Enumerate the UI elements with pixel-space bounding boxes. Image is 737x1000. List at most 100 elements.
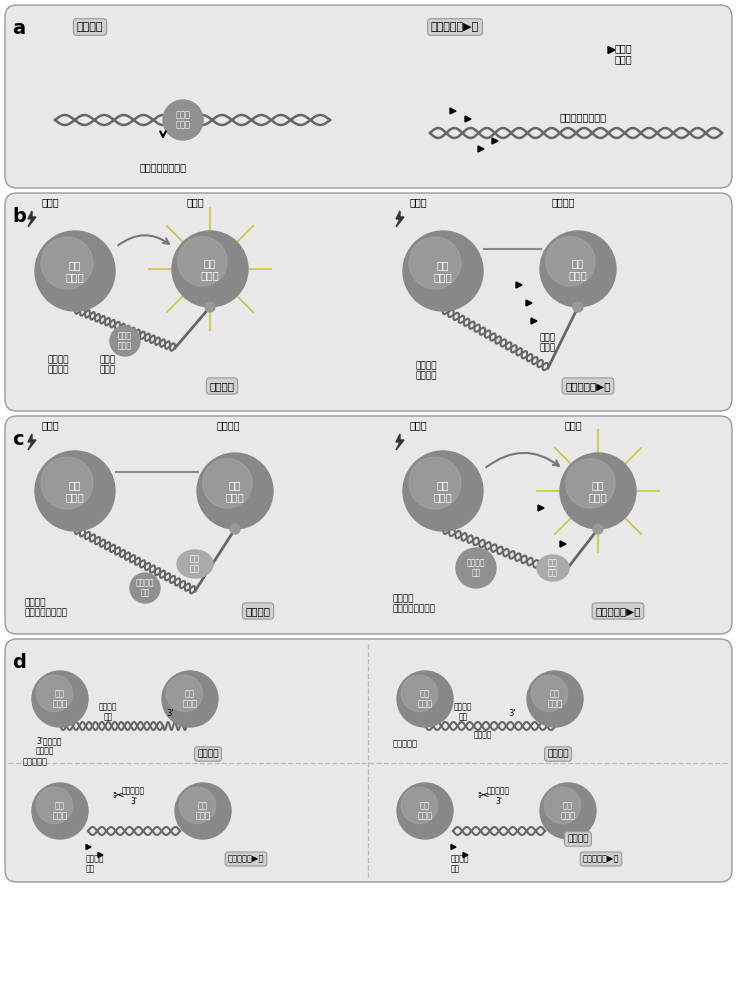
Ellipse shape: [177, 550, 213, 578]
Circle shape: [527, 671, 583, 727]
Polygon shape: [465, 116, 471, 122]
Text: 别构转
录因子: 别构转 录因子: [100, 355, 116, 374]
Circle shape: [175, 783, 231, 839]
Text: 第二
蛋白: 第二 蛋白: [548, 558, 558, 578]
Circle shape: [130, 573, 160, 603]
Circle shape: [540, 783, 596, 839]
Text: 核酸外切酶: 核酸外切酶: [122, 786, 144, 795]
Polygon shape: [451, 844, 456, 850]
Polygon shape: [516, 282, 522, 288]
Text: 供体
化合物: 供体 化合物: [52, 689, 68, 709]
FancyBboxPatch shape: [5, 416, 732, 634]
Text: 转录因子作用位点: 转录因子作用位点: [560, 112, 607, 122]
Polygon shape: [28, 434, 36, 450]
Text: 3': 3': [166, 710, 174, 718]
Text: 受体
化合物: 受体 化合物: [200, 258, 220, 280]
Circle shape: [573, 302, 583, 312]
Text: 无小分子: 无小分子: [209, 381, 234, 391]
Polygon shape: [526, 300, 532, 306]
Circle shape: [32, 783, 88, 839]
Text: 别构转录
因子: 别构转录 因子: [454, 702, 472, 721]
Circle shape: [409, 457, 461, 509]
Polygon shape: [531, 318, 537, 324]
Circle shape: [560, 453, 636, 529]
Polygon shape: [608, 46, 615, 53]
Polygon shape: [396, 211, 404, 227]
Circle shape: [531, 675, 567, 712]
Circle shape: [203, 459, 252, 508]
Text: 别构转
录因子: 别构转 录因子: [615, 43, 632, 65]
Text: c: c: [12, 430, 24, 449]
Text: 供体
化合物: 供体 化合物: [433, 480, 453, 502]
Text: d: d: [12, 653, 26, 672]
Text: 有小分子（▶）: 有小分子（▶）: [583, 854, 619, 863]
Text: 供体
化合物: 供体 化合物: [52, 801, 68, 821]
Polygon shape: [98, 852, 103, 857]
Text: 激发光: 激发光: [42, 197, 60, 207]
Text: 别构转录
因子: 别构转录 因子: [136, 578, 154, 598]
Text: 转录因子
作用位点: 转录因子 作用位点: [48, 355, 69, 374]
Circle shape: [456, 548, 496, 588]
Text: 无小分子: 无小分子: [245, 606, 270, 616]
Text: 别构转录
因子: 别构转录 因子: [86, 854, 105, 873]
Text: 核酸内切酶: 核酸内切酶: [393, 739, 418, 748]
Circle shape: [403, 231, 483, 311]
Text: 别构转
录因子: 别构转 录因子: [118, 331, 132, 351]
Text: 酉切位点: 酉切位点: [474, 730, 492, 739]
Text: 3'转录因子
作用位点: 3'转录因子 作用位点: [36, 736, 61, 755]
Text: 无发射光: 无发射光: [551, 197, 575, 207]
Text: 有小分子（▶）: 有小分子（▶）: [595, 606, 640, 616]
Text: ✂: ✂: [477, 789, 489, 803]
Text: 受体
化合物: 受体 化合物: [569, 258, 587, 280]
Circle shape: [36, 787, 73, 824]
Text: 激发光: 激发光: [410, 197, 427, 207]
Text: 别构转录
因子: 别构转录 因子: [467, 558, 485, 578]
Circle shape: [205, 302, 215, 312]
Text: 受体
化合物: 受体 化合物: [548, 689, 562, 709]
Text: 供体
化合物: 供体 化合物: [66, 260, 84, 282]
Circle shape: [401, 675, 438, 712]
Text: 供体
化合物: 供体 化合物: [433, 260, 453, 282]
Text: 受体
化合物: 受体 化合物: [226, 480, 245, 502]
Circle shape: [566, 459, 615, 508]
Circle shape: [172, 231, 248, 307]
Text: 有小分子（▶）: 有小分子（▶）: [228, 854, 265, 863]
Text: 发射光: 发射光: [186, 197, 204, 207]
Circle shape: [593, 524, 603, 534]
Text: 别构转录
因子: 别构转录 因子: [99, 702, 117, 721]
Text: b: b: [12, 207, 26, 226]
Circle shape: [36, 675, 73, 712]
Text: 别构转
录因子: 别构转 录因子: [540, 333, 556, 352]
Polygon shape: [560, 541, 566, 547]
Text: 别构转
录因子: 别构转 录因子: [175, 110, 190, 130]
Polygon shape: [28, 211, 36, 227]
Text: 3': 3': [495, 797, 502, 806]
Text: 受体
化合物: 受体 化合物: [561, 801, 576, 821]
Text: 受体
化合物: 受体 化合物: [195, 801, 211, 821]
Text: 有小分子（▶）: 有小分子（▶）: [431, 22, 479, 32]
Text: 发射光: 发射光: [565, 420, 581, 430]
Circle shape: [397, 783, 453, 839]
Text: 3': 3': [130, 797, 137, 806]
Text: 供体
化合物: 供体 化合物: [417, 801, 433, 821]
Circle shape: [163, 100, 203, 140]
FancyBboxPatch shape: [5, 5, 732, 188]
Text: a: a: [12, 19, 25, 38]
Circle shape: [167, 675, 203, 712]
FancyBboxPatch shape: [5, 639, 732, 882]
Text: 激发光: 激发光: [410, 420, 427, 430]
Circle shape: [197, 453, 273, 529]
Text: 转录因子作用位点: 转录因子作用位点: [139, 162, 186, 172]
Ellipse shape: [537, 555, 569, 581]
Text: 供体
化合物: 供体 化合物: [66, 480, 84, 502]
Circle shape: [403, 451, 483, 531]
Text: 3': 3': [508, 710, 516, 718]
FancyBboxPatch shape: [5, 193, 732, 411]
Circle shape: [409, 237, 461, 289]
Text: 无小分子: 无小分子: [198, 750, 219, 758]
Text: 别构转录
因子: 别构转录 因子: [451, 854, 469, 873]
Text: 激发光: 激发光: [42, 420, 60, 430]
Circle shape: [32, 671, 88, 727]
Circle shape: [545, 237, 595, 286]
Circle shape: [35, 231, 115, 311]
